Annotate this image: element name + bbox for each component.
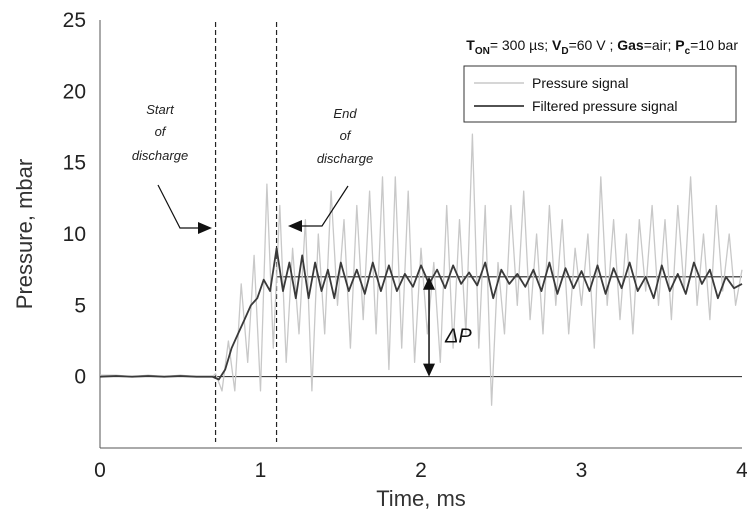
x-tick-label: 2: [415, 459, 427, 482]
end-annotation-arrowhead: [288, 220, 302, 232]
delta-p-arrowhead-up: [423, 276, 436, 290]
x-axis-label: Time, ms: [376, 486, 466, 511]
series-line-pressure-signal: [100, 133, 743, 406]
delta-p-arrowhead-down: [423, 363, 436, 377]
legend-box: [463, 65, 737, 123]
param-p-value: =10 bar: [690, 37, 738, 53]
start-annotation-arrowhead: [198, 222, 212, 234]
end-annotation-line-1: End: [333, 106, 357, 121]
x-tick-label: 1: [255, 459, 267, 482]
param-v-value: =60 V ;: [569, 37, 618, 53]
param-p-symbol: P: [675, 37, 684, 53]
param-v-sub: D: [561, 46, 568, 57]
param-p-sub: c: [685, 46, 691, 57]
series-group: [99, 133, 743, 406]
legend-label-pressure-signal: Pressure signal: [532, 75, 629, 91]
legend: Pressure signal Filtered pressure signal: [463, 65, 737, 123]
y-tick-label: 20: [63, 80, 86, 103]
y-tick-labels: 0 5 10 15 20 25: [63, 9, 86, 389]
y-tick-label: 0: [74, 366, 86, 389]
x-tick-label: 4: [736, 459, 747, 482]
end-annotation-arrow-stem: [300, 185, 349, 227]
x-tick-label: 0: [94, 459, 106, 482]
parameters-text: TON= 300 µs; VD=60 V ; Gas=air; Pc=10 ba…: [466, 37, 738, 57]
start-annotation-line-2: of: [155, 124, 167, 139]
y-axis-label: Pressure, mbar: [12, 159, 37, 309]
param-t-symbol: T: [466, 37, 475, 53]
end-annotation-line-3: discharge: [317, 151, 373, 166]
y-tick-label: 25: [63, 9, 86, 32]
start-annotation-arrow-stem: [157, 184, 200, 229]
start-annotation-line-3: discharge: [132, 148, 188, 163]
y-tick-label: 10: [63, 223, 86, 246]
start-annotation-line-1: Start: [146, 102, 175, 117]
series-line-filtered-pressure-signal: [99, 247, 743, 381]
y-tick-label: 5: [74, 294, 86, 317]
param-v-symbol: V: [552, 37, 562, 53]
x-tick-label: 3: [576, 459, 588, 482]
x-tick-labels: 0 1 2 3 4: [94, 459, 747, 482]
y-tick-label: 15: [63, 152, 86, 175]
delta-p-label: ΔP: [444, 326, 472, 348]
legend-label-filtered-pressure-signal: Filtered pressure signal: [532, 98, 678, 114]
end-annotation-line-2: of: [340, 128, 352, 143]
param-gas-label: Gas: [617, 37, 644, 53]
param-t-sub: ON: [475, 46, 490, 57]
param-t-value: = 300 µs;: [490, 37, 552, 53]
delta-p-arrow: [423, 276, 436, 377]
param-gas-value: =air;: [644, 37, 676, 53]
